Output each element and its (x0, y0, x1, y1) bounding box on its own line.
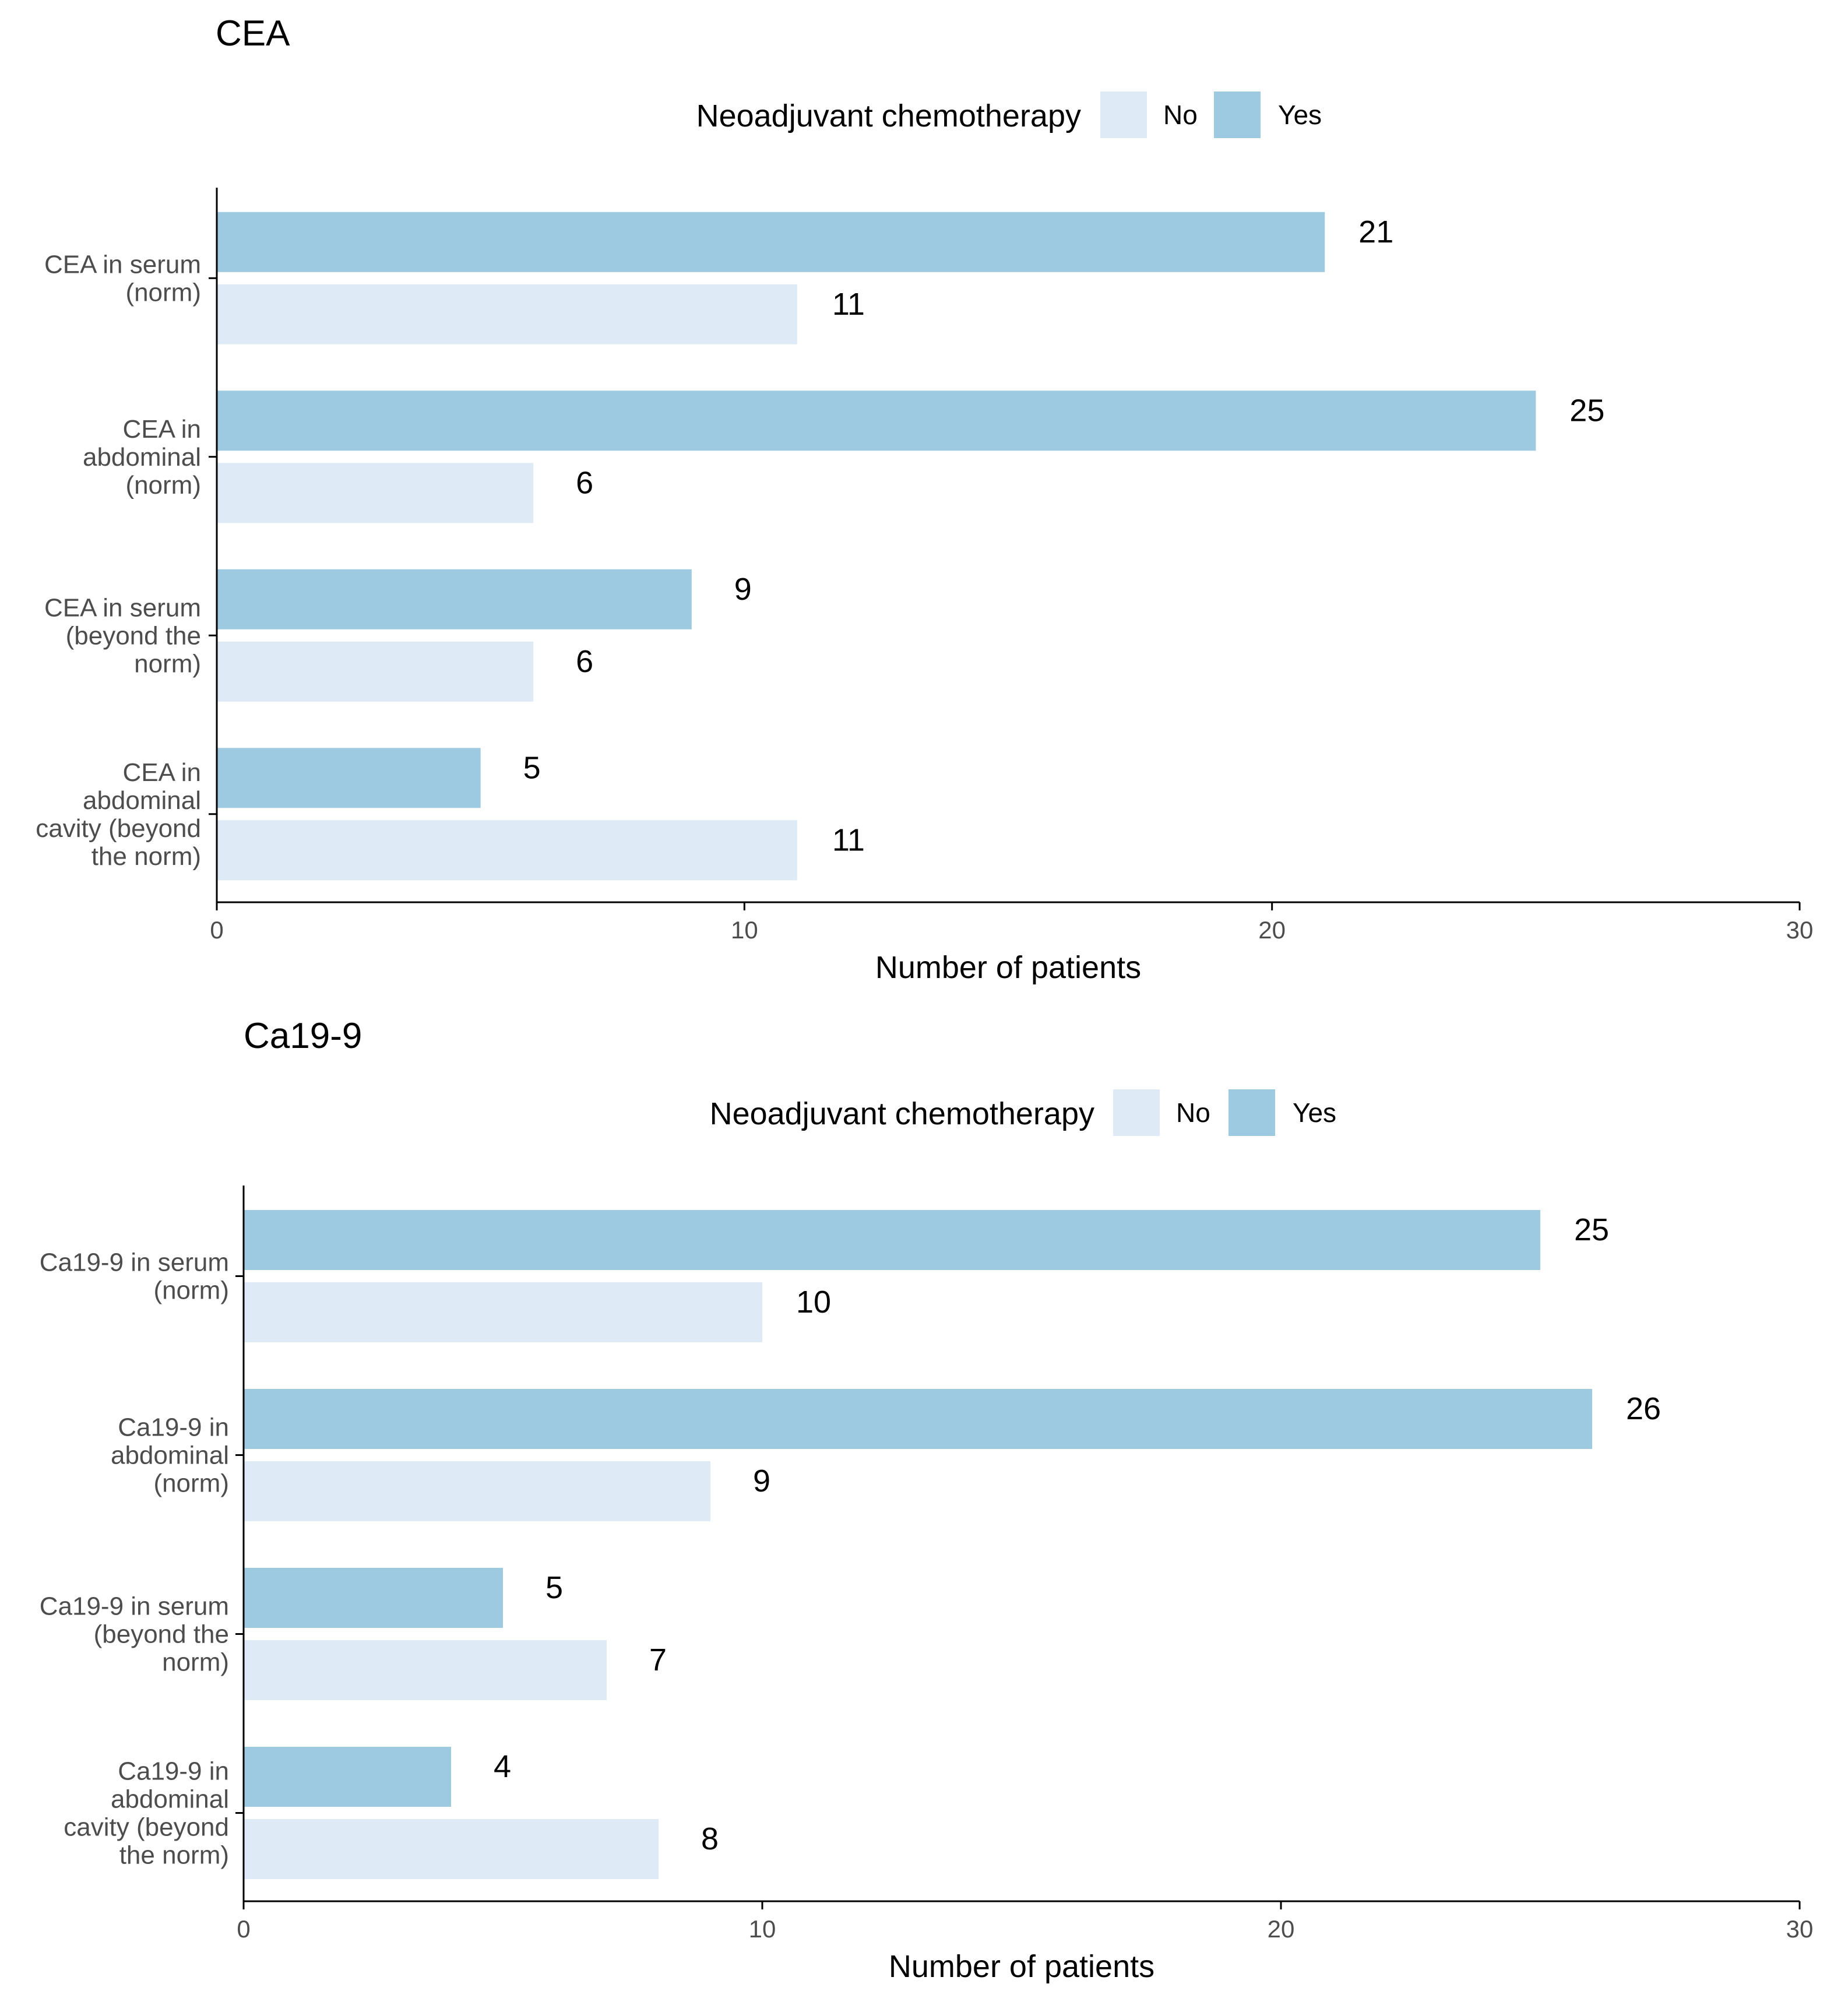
bar-yes (244, 1747, 451, 1807)
category-label: CEA in abdominal cavity (beyond the norm) (36, 758, 201, 871)
bar-no (217, 820, 797, 881)
bar-no (244, 1640, 607, 1700)
x-tick-label: 0 (210, 916, 223, 944)
category-label-line: Ca19-9 in (118, 1413, 229, 1442)
category-label-line: CEA in serum (44, 593, 201, 622)
x-tick-label: 10 (731, 916, 758, 944)
legend-label-yes: Yes (1293, 1098, 1336, 1128)
data-label-yes: 26 (1626, 1391, 1661, 1426)
data-label-no: 6 (576, 465, 593, 500)
category-label: CEA in serum (beyond the norm) (44, 593, 201, 678)
legend-title: Neoadjuvant chemotherapy (710, 1096, 1094, 1131)
category-label: CEA in abdominal (norm) (83, 415, 201, 499)
bar-yes (217, 212, 1325, 272)
category-label-line: abdominal (111, 1785, 229, 1814)
x-axis-label: Number of patients (875, 950, 1141, 985)
legend-swatch-no (1100, 92, 1147, 138)
legend-title: Neoadjuvant chemotherapy (696, 99, 1081, 133)
category-label: Ca19-9 in serum (beyond the norm) (40, 1592, 229, 1677)
category-label: CEA in serum (norm) (44, 250, 201, 307)
data-label-no: 7 (649, 1642, 667, 1677)
category-label-line: Ca19-9 in serum (40, 1248, 229, 1277)
ca19-9-chart: Ca19-9 Neoadjuvant chemotherapy No Yes 25 10 C… (40, 1016, 1814, 1984)
data-label-yes: 25 (1574, 1212, 1609, 1247)
bar-no (244, 1282, 762, 1342)
bar-no (217, 641, 534, 702)
data-label-yes: 4 (494, 1749, 511, 1784)
chart-title: Ca19-9 (244, 1016, 362, 1056)
category-label-line: (norm) (125, 278, 201, 307)
category-label-line: Ca19-9 in serum (40, 1592, 229, 1621)
category-label-line: CEA in (122, 415, 201, 444)
data-label-no: 8 (701, 1821, 719, 1856)
data-label-no: 6 (576, 644, 593, 679)
bar-yes (244, 1568, 503, 1628)
bar-yes (217, 748, 481, 808)
legend-label-no: No (1163, 100, 1198, 130)
category-label-line: abdominal (83, 443, 201, 472)
bar-no (217, 463, 534, 523)
data-label-yes: 25 (1569, 393, 1604, 428)
x-tick-label: 0 (237, 1915, 250, 1943)
data-label-no: 10 (796, 1285, 831, 1320)
category-label-line: cavity (beyond (64, 1813, 229, 1842)
legend-label-yes: Yes (1278, 100, 1322, 130)
bar-yes (244, 1389, 1592, 1449)
category-label-line: CEA in serum (44, 250, 201, 279)
category-label: Ca19-9 in abdominal (norm) (111, 1413, 229, 1498)
data-label-yes: 21 (1358, 214, 1393, 249)
data-label-no: 11 (832, 287, 865, 322)
data-label-no: 9 (753, 1464, 770, 1498)
category-label: Ca19-9 in serum (norm) (40, 1248, 229, 1305)
bar-no (244, 1461, 710, 1521)
data-label-yes: 9 (734, 572, 752, 607)
category-label-line: (beyond the (94, 1620, 229, 1649)
bar-yes (217, 391, 1536, 451)
legend-swatch-yes (1214, 92, 1261, 138)
category-label-line: (norm) (125, 471, 201, 499)
category-label-line: CEA in (122, 758, 201, 787)
category-label-line: cavity (beyond (36, 814, 201, 843)
category-label-line: the norm) (91, 842, 201, 871)
category-label-line: (norm) (153, 1469, 229, 1498)
bar-no (244, 1819, 659, 1879)
category-label-line: Ca19-9 in (118, 1757, 229, 1786)
category-label-line: abdominal (111, 1441, 229, 1470)
bar-yes (217, 569, 692, 629)
legend-swatch-no (1113, 1089, 1160, 1136)
category-label-line: (norm) (153, 1276, 229, 1305)
legend-label-no: No (1176, 1098, 1210, 1128)
cea-chart: CEA Neoadjuvant chemotherapy No Yes 21 11 CEA … (36, 13, 1814, 985)
x-tick-label: 30 (1786, 1915, 1814, 1943)
category-label: Ca19-9 in abdominal cavity (beyond the norm… (64, 1757, 229, 1870)
category-label-line: abdominal (83, 786, 201, 815)
bar-no (217, 284, 797, 344)
bar-yes (244, 1210, 1540, 1270)
category-label-line: the norm) (119, 1841, 229, 1870)
x-tick-label: 20 (1258, 916, 1286, 944)
category-label-line: (beyond the (66, 621, 201, 650)
category-label-line: norm) (162, 1648, 229, 1677)
x-tick-label: 10 (749, 1915, 776, 1943)
data-label-yes: 5 (545, 1570, 563, 1605)
x-tick-label: 30 (1786, 916, 1814, 944)
data-label-no: 11 (832, 822, 865, 857)
legend-swatch-yes (1229, 1089, 1275, 1136)
x-tick-label: 20 (1268, 1915, 1295, 1943)
data-label-yes: 5 (523, 750, 541, 785)
chart-title: CEA (216, 13, 290, 54)
category-label-line: norm) (134, 649, 201, 678)
x-axis-label: Number of patients (889, 1949, 1154, 1984)
